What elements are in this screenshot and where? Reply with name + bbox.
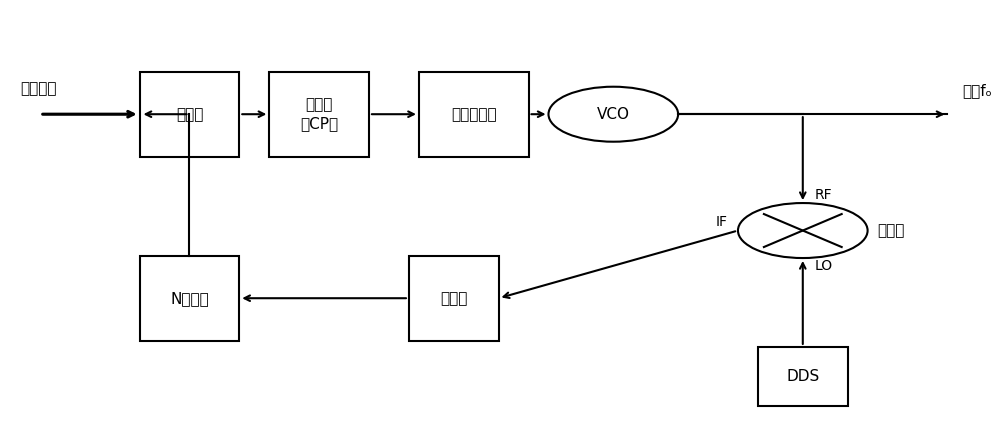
Text: 滤波器: 滤波器: [440, 291, 467, 306]
FancyBboxPatch shape: [758, 347, 848, 406]
Circle shape: [738, 203, 868, 258]
Text: RF: RF: [815, 187, 832, 202]
Text: 鉴相器: 鉴相器: [176, 107, 203, 122]
Text: 输出fₒ: 输出fₒ: [962, 83, 992, 99]
Text: LO: LO: [815, 259, 833, 274]
FancyBboxPatch shape: [140, 72, 239, 157]
Text: IF: IF: [716, 215, 728, 229]
FancyBboxPatch shape: [409, 256, 499, 341]
Text: 环路滤波器: 环路滤波器: [451, 107, 497, 122]
FancyBboxPatch shape: [419, 72, 529, 157]
FancyBboxPatch shape: [269, 72, 369, 157]
Text: VCO: VCO: [597, 107, 630, 122]
Text: 混频器: 混频器: [878, 223, 905, 238]
Text: N分频器: N分频器: [170, 291, 209, 306]
Text: DDS: DDS: [786, 369, 819, 384]
Circle shape: [548, 87, 678, 142]
Text: 电荷泵
（CP）: 电荷泵 （CP）: [300, 97, 338, 131]
FancyBboxPatch shape: [140, 256, 239, 341]
Text: 参考输入: 参考输入: [20, 81, 56, 96]
